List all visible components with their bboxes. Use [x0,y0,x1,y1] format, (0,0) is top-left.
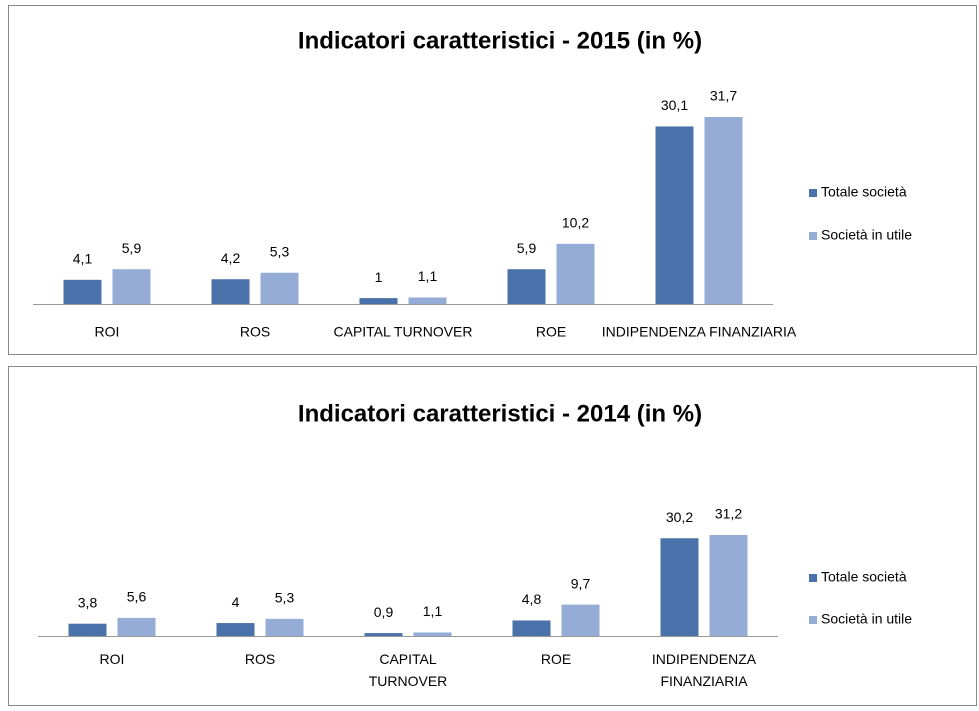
bar [556,243,595,304]
data-label: 5,3 [275,590,295,606]
bar [359,298,398,304]
x-tick-label: ROI [99,651,125,667]
chart-frame [8,5,977,355]
legend-swatch [809,616,817,624]
chart-frame [8,366,977,706]
x-tick-label-box: ROI [99,651,125,667]
chart-title: Indicatori caratteristici - 2015 (in %) [298,27,702,54]
bar [507,269,546,304]
x-tick-label: ROE [540,651,572,667]
data-label: 3,8 [78,594,98,610]
x-tick-label-box: CAPITAL TURNOVER [368,651,448,689]
data-label: 31,2 [715,506,742,522]
bar [265,618,304,636]
legend-label: Totale società [821,569,907,585]
bar [68,623,107,636]
x-tick-label: CAPITAL TURNOVER [368,651,448,689]
legend-swatch [809,232,817,240]
bar [112,269,151,304]
bar [408,297,447,304]
bar [117,617,156,636]
bar [413,632,452,636]
data-label: 5,3 [270,243,290,259]
chart-title: Indicatori caratteristici - 2014 (in %) [298,400,702,427]
x-tick-label: ROS [240,324,270,340]
bar [216,623,255,636]
x-tick-label-box: ROE [540,651,572,667]
data-label: 10,2 [562,215,589,231]
legend-swatch [809,574,817,582]
data-label: 4,8 [522,591,542,607]
data-label: 9,7 [571,575,591,591]
x-tick-label: ROI [95,324,120,340]
legend-label: Società in utile [821,227,912,243]
x-tick-label: INDIPENDENZA FINANZIARIA [651,651,757,689]
x-tick-label-box: INDIPENDENZA FINANZIARIA [651,651,757,689]
x-tick-label: INDIPENDENZA FINANZIARIA [602,324,797,340]
bar [655,126,694,305]
data-label: 31,7 [710,88,737,104]
x-tick-label-box: ROS [244,651,276,667]
data-label: 4,1 [73,251,93,267]
data-label: 30,1 [661,97,688,113]
data-label: 30,2 [666,509,693,525]
bar [561,604,600,636]
data-label: 1 [375,269,383,285]
x-tick-label: ROE [536,324,566,340]
data-label: 4 [232,594,240,610]
bar [63,279,102,304]
bar [660,538,699,636]
bar [364,633,403,636]
legend-label: Totale società [821,184,907,200]
data-label: 0,9 [374,604,394,620]
bar [709,535,748,636]
x-tick-label: CAPITAL TURNOVER [334,324,473,340]
bar [211,279,250,304]
data-label: 1,1 [423,603,443,619]
data-label: 5,9 [122,240,142,256]
x-tick-label: ROS [244,651,276,667]
data-label: 1,1 [418,268,438,284]
data-label: 4,2 [221,250,241,266]
bar [512,620,551,636]
bar [704,117,743,304]
legend-swatch [809,189,817,197]
legend-label: Società in utile [821,611,912,627]
data-label: 5,6 [127,589,147,605]
data-label: 5,9 [517,240,537,256]
bar [260,272,299,304]
